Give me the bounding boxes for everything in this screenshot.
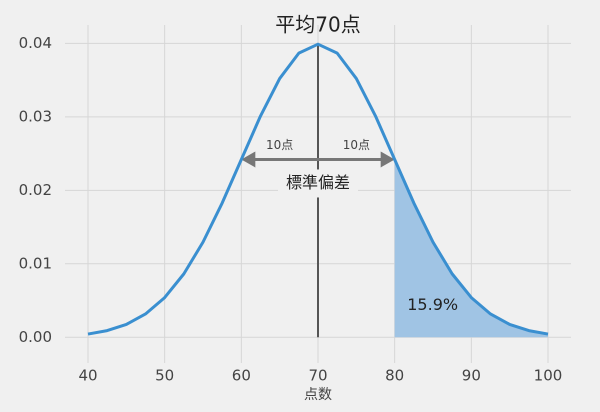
shaded-area xyxy=(394,159,548,338)
x-tick-label: 90 xyxy=(462,367,481,385)
x-tick-label: 70 xyxy=(308,367,327,385)
annotation: 10点 xyxy=(343,138,370,152)
x-tick-label: 50 xyxy=(155,367,174,385)
y-tick-label: 0.02 xyxy=(19,181,52,199)
arrow-head xyxy=(241,151,256,168)
label-bg xyxy=(278,169,358,198)
arrow-head xyxy=(380,151,395,168)
y-tick-label: 0.00 xyxy=(19,328,52,346)
annotation: 10点 xyxy=(266,138,293,152)
y-tick-label: 0.04 xyxy=(19,34,52,52)
annotation: 平均70点 xyxy=(275,13,360,37)
annotation: 標準偏差 xyxy=(286,173,350,192)
y-tick-label: 0.01 xyxy=(19,254,52,272)
x-tick-label: 40 xyxy=(78,367,97,385)
x-tick-label: 100 xyxy=(534,367,563,385)
x-tick-label: 80 xyxy=(385,367,404,385)
y-tick-label: 0.03 xyxy=(19,107,52,125)
x-axis-label: 点数 xyxy=(304,387,332,403)
x-tick-label: 60 xyxy=(232,367,251,385)
annotation: 15.9% xyxy=(407,295,458,314)
curve xyxy=(87,42,549,336)
